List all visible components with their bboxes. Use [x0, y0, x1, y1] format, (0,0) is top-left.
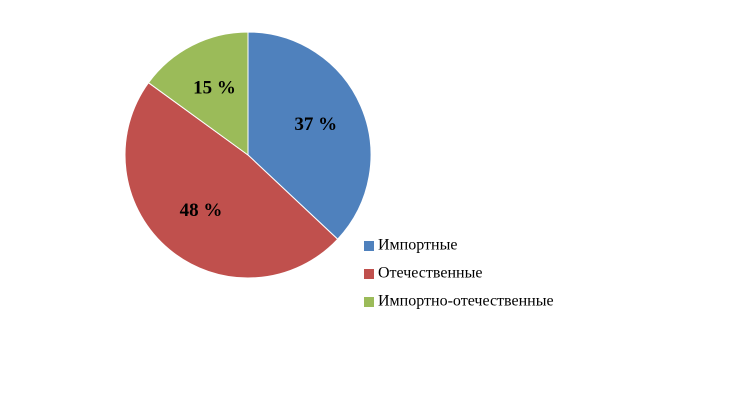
pie-slice	[147, 31, 249, 156]
legend-swatch	[364, 241, 374, 251]
legend-swatch	[364, 269, 374, 279]
value-label: 15 %	[193, 78, 236, 99]
pie-slice	[247, 31, 372, 240]
pie-slice	[124, 82, 339, 279]
legend-swatch	[364, 297, 374, 307]
value-label: 37 %	[294, 114, 337, 135]
legend-label: Импортно-отечественные	[378, 293, 554, 310]
value-label: 48 %	[180, 200, 223, 221]
legend-label: Импортные	[378, 237, 457, 254]
legend-label: Отечественные	[378, 265, 482, 282]
